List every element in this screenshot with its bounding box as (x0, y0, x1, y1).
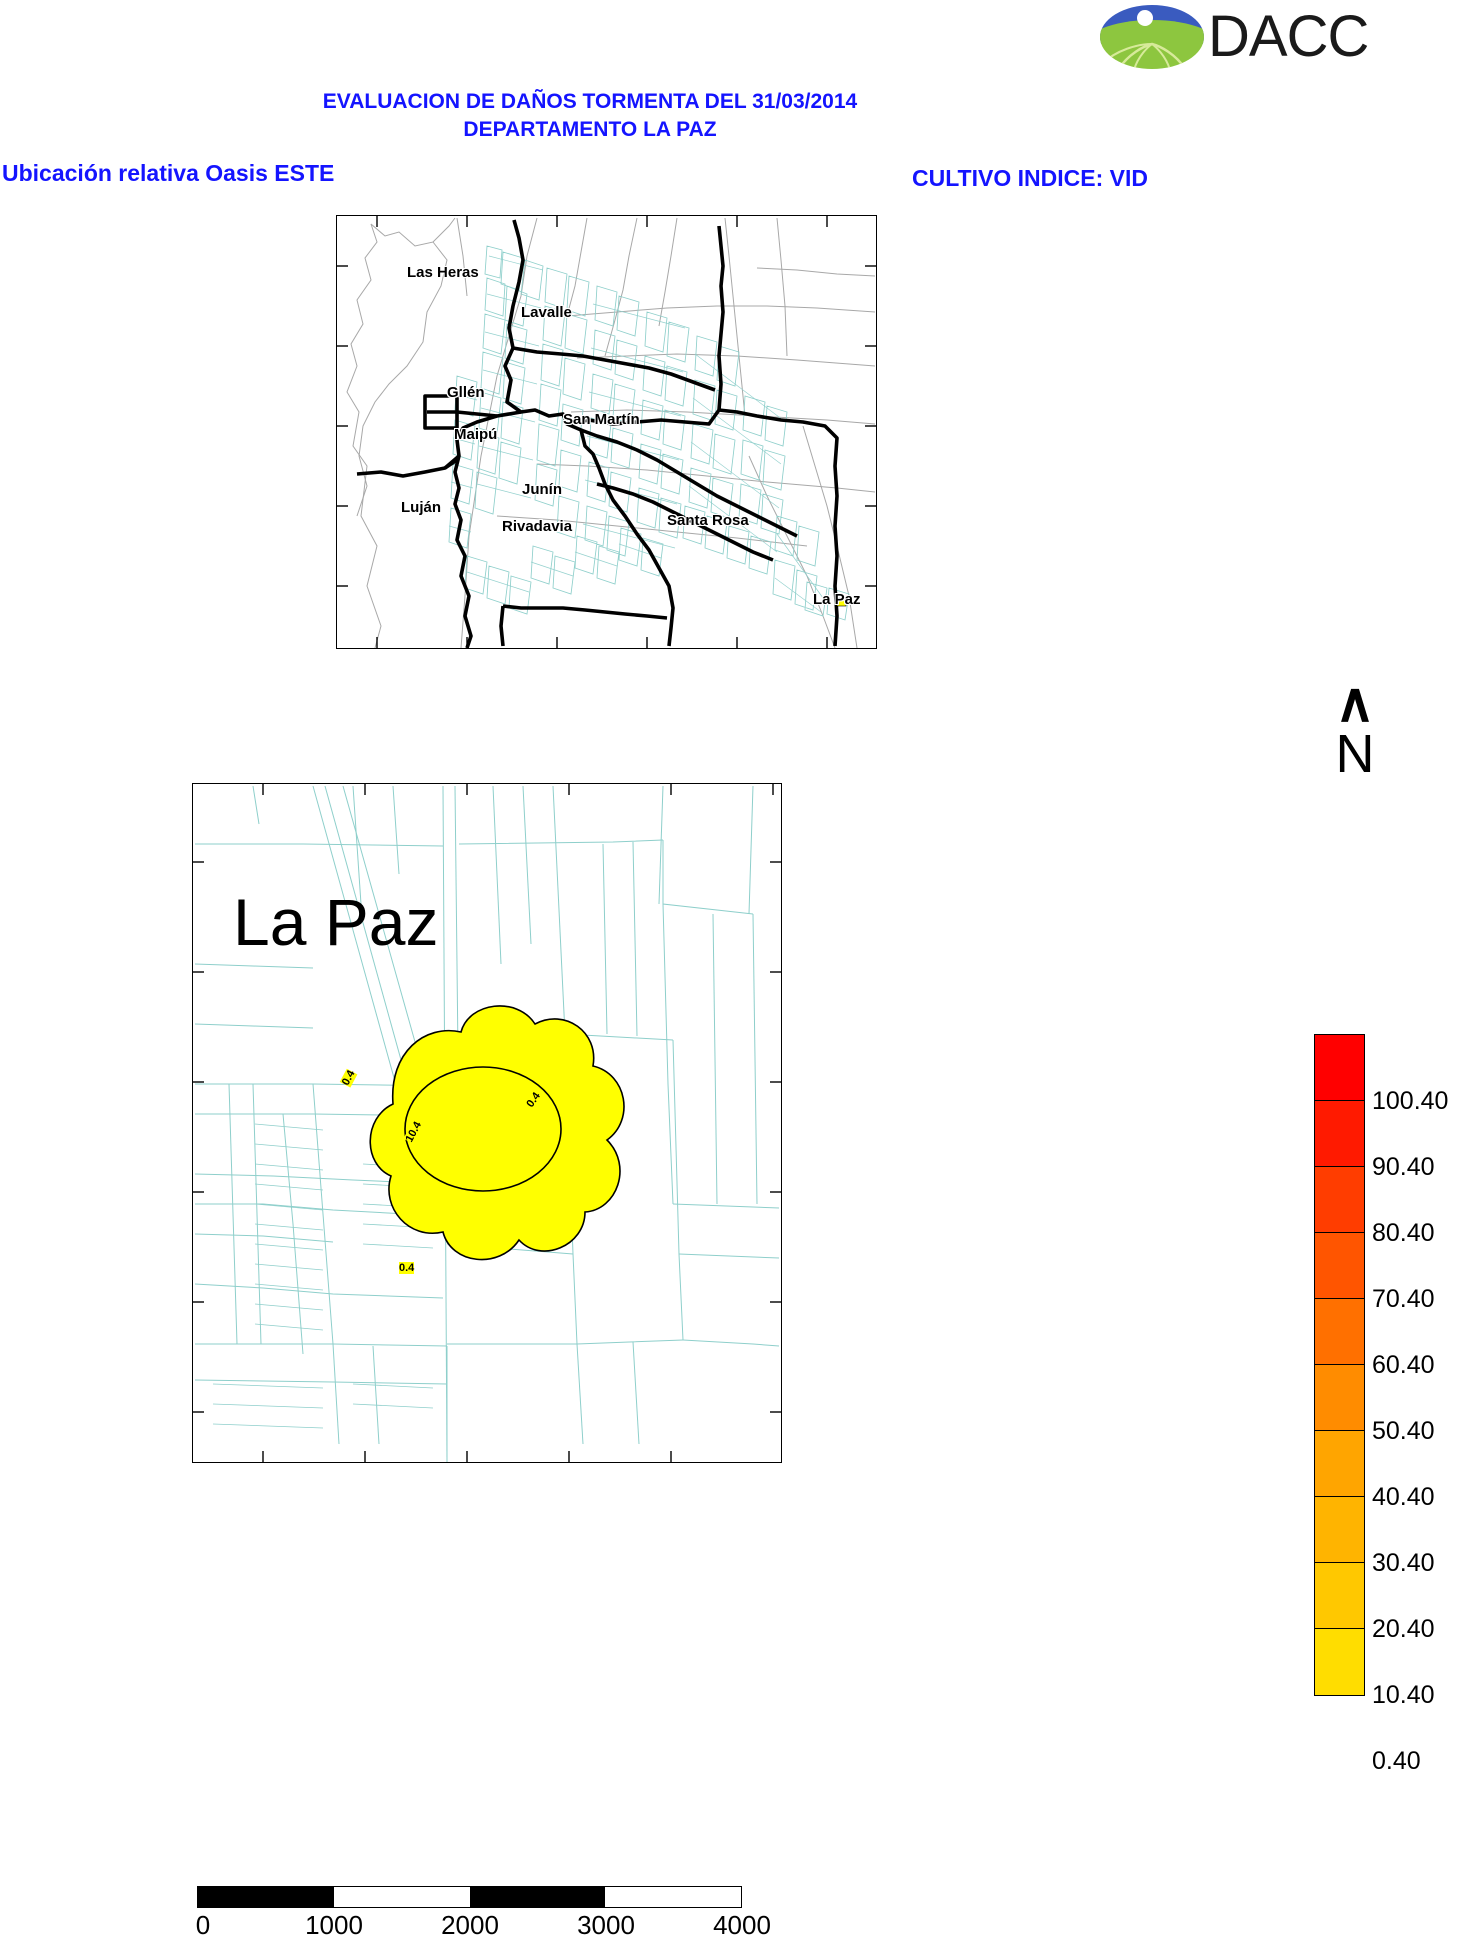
colorbar-band-20 (1315, 1563, 1364, 1629)
inset-department-boundaries (356, 219, 839, 648)
scalebar-tick-0: 0 (195, 1910, 211, 1940)
colorbar-band-100 (1315, 1035, 1364, 1101)
north-label: N (1335, 724, 1375, 784)
inset-label-rivadavia: Rivadavia (502, 518, 573, 535)
inset-parcels (448, 245, 850, 621)
colorbar-label-10-40: 10.40 (1372, 1681, 1435, 1709)
colorbar-band-90 (1315, 1101, 1364, 1167)
colorbar-label-80-40: 80.40 (1372, 1219, 1435, 1247)
scalebar-block: 0 1000 2000 3000 4000 (195, 1886, 771, 1948)
inset-map-graphic (337, 216, 876, 648)
main-parcels (194, 785, 780, 1462)
main-map-graphic (193, 784, 781, 1462)
colorbar-labels: 100.40 90.40 80.40 70.40 60.40 50.40 40.… (1372, 1034, 1481, 1775)
main-damage-map: La Paz 0.4 0.4 10.4 0.4 (192, 783, 782, 1463)
colorbar-band-70 (1315, 1233, 1364, 1299)
inset-label-lavalle: Lavalle (521, 304, 572, 321)
inset-label-gllen: Gllén (447, 384, 485, 401)
scalebar-segment-3 (469, 1887, 606, 1907)
colorbar-label-40-40: 40.40 (1372, 1483, 1435, 1511)
scalebar-segment-1 (198, 1887, 334, 1907)
inset-label-santa-rosa: Santa Rosa (667, 512, 749, 529)
dacc-logo: DACC (1098, 2, 1478, 76)
page-title-line1: EVALUACION DE DAÑOS TORMENTA DEL 31/03/2… (322, 90, 858, 113)
colorbar-band-50 (1315, 1365, 1364, 1431)
colorbar-band-10 (1315, 1629, 1364, 1695)
inset-label-junin: Junín (522, 481, 562, 498)
north-arrow: ∧ N (1300, 673, 1410, 784)
north-chevron-icon: ∧ (1335, 673, 1375, 733)
inset-label-la-paz: La Paz (813, 591, 861, 608)
colorbar-band-80 (1315, 1167, 1364, 1233)
scalebar-tick-3000: 3000 (577, 1910, 635, 1940)
colorbar-label-90-40: 90.40 (1372, 1153, 1435, 1181)
dacc-logo-icon (1100, 5, 1204, 69)
logo-wordmark: DACC (1208, 4, 1369, 69)
colorbar-label-70-40: 70.40 (1372, 1285, 1435, 1313)
colorbar-label-30-40: 30.40 (1372, 1549, 1435, 1577)
page-title-line2: DEPARTAMENTO LA PAZ (463, 118, 717, 141)
colorbar-label-100-40: 100.40 (1372, 1087, 1449, 1115)
colorbar-label-60-40: 60.40 (1372, 1351, 1435, 1379)
contour-label-0-4-c: 0.4 (399, 1262, 415, 1274)
colorbar-band-40 (1315, 1431, 1364, 1497)
inset-location-map: Las Heras Lavalle Gllén Maipú San Martín… (336, 215, 877, 649)
plume-inner-contour (404, 1066, 562, 1192)
colorbar (1314, 1034, 1365, 1696)
scalebar-tick-1000: 1000 (305, 1910, 363, 1940)
scalebar-tick-2000: 2000 (441, 1910, 499, 1940)
colorbar-label-20-40: 20.40 (1372, 1615, 1435, 1643)
colorbar-band-30 (1315, 1497, 1364, 1563)
inset-label-maipu: Maipú (454, 426, 498, 443)
subtitle-location: Ubicación relativa Oasis ESTE (2, 160, 335, 186)
colorbar-label-50-40: 50.40 (1372, 1417, 1435, 1445)
inset-axis-ticks (337, 216, 876, 648)
scalebar-segment-4 (605, 1887, 741, 1907)
inset-label-lujan: Luján (401, 499, 441, 516)
scalebar-tick-4000: 4000 (713, 1910, 771, 1940)
subtitle-crop-index: CULTIVO INDICE: VID (912, 165, 1148, 191)
inset-label-san-martin: San Martín (563, 411, 640, 428)
scalebar-segment-2 (333, 1887, 470, 1907)
inset-label-las-heras: Las Heras (407, 264, 479, 281)
colorbar-label-0-40: 0.40 (1372, 1747, 1421, 1775)
inset-lapaz-highlight (836, 597, 847, 607)
scalebar (197, 1886, 742, 1908)
colorbar-band-60 (1315, 1299, 1364, 1365)
main-map-title: La Paz (233, 885, 439, 959)
